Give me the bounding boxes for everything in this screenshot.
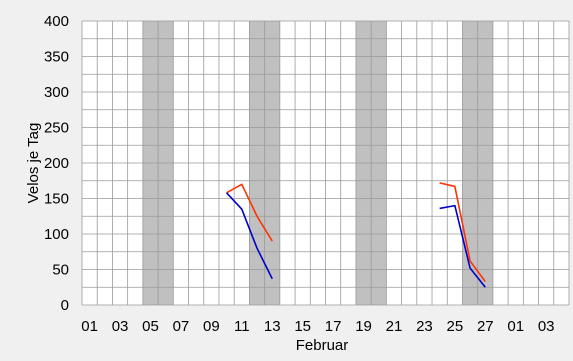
y-tick-label: 150 xyxy=(44,191,69,208)
x-tick-label: 27 xyxy=(477,318,494,335)
y-tick-label: 0 xyxy=(61,297,69,314)
x-tick-label: 01 xyxy=(81,318,98,335)
y-tick-label: 350 xyxy=(44,49,69,66)
grid xyxy=(81,20,570,306)
x-tick-label: 23 xyxy=(416,318,433,335)
series-line xyxy=(225,192,273,280)
series xyxy=(225,182,486,288)
x-tick-label: 21 xyxy=(386,318,403,335)
y-tick-label: 250 xyxy=(44,120,69,137)
x-axis-ticks: 01 03 05 07 09 11 13 15 17 19 21 23 25 27 01 03 xyxy=(81,318,554,335)
series-line xyxy=(439,204,486,288)
series-2 xyxy=(225,192,486,288)
y-tick-label: 200 xyxy=(44,155,69,172)
x-tick-label: 05 xyxy=(142,318,159,335)
y-tick-label: 100 xyxy=(44,226,69,243)
x-tick-label: 11 xyxy=(234,318,250,335)
x-tick-label: 17 xyxy=(325,318,342,335)
y-tick-label: 400 xyxy=(44,13,69,30)
x-tick-label: 15 xyxy=(294,318,311,335)
x-axis-label: Februar xyxy=(296,337,349,354)
y-tick-label: 300 xyxy=(44,84,69,101)
x-tick-label: 13 xyxy=(264,318,281,335)
x-tick-label: 07 xyxy=(173,318,190,335)
x-tick-label: 03 xyxy=(112,318,129,335)
y-axis-ticks: 0 50 100 150 200 250 300 350 400 xyxy=(44,13,69,314)
x-tick-label: 01 xyxy=(507,318,524,335)
series-line xyxy=(439,182,486,283)
x-tick-label: 25 xyxy=(447,318,464,335)
y-axis-label: Velos je Tag xyxy=(25,123,42,204)
x-tick-label: 19 xyxy=(355,318,372,335)
x-tick-label: 09 xyxy=(203,318,220,335)
series-line xyxy=(226,183,273,242)
y-tick-label: 50 xyxy=(52,262,69,279)
x-tick-label: 03 xyxy=(538,318,555,335)
series-1 xyxy=(226,182,486,283)
